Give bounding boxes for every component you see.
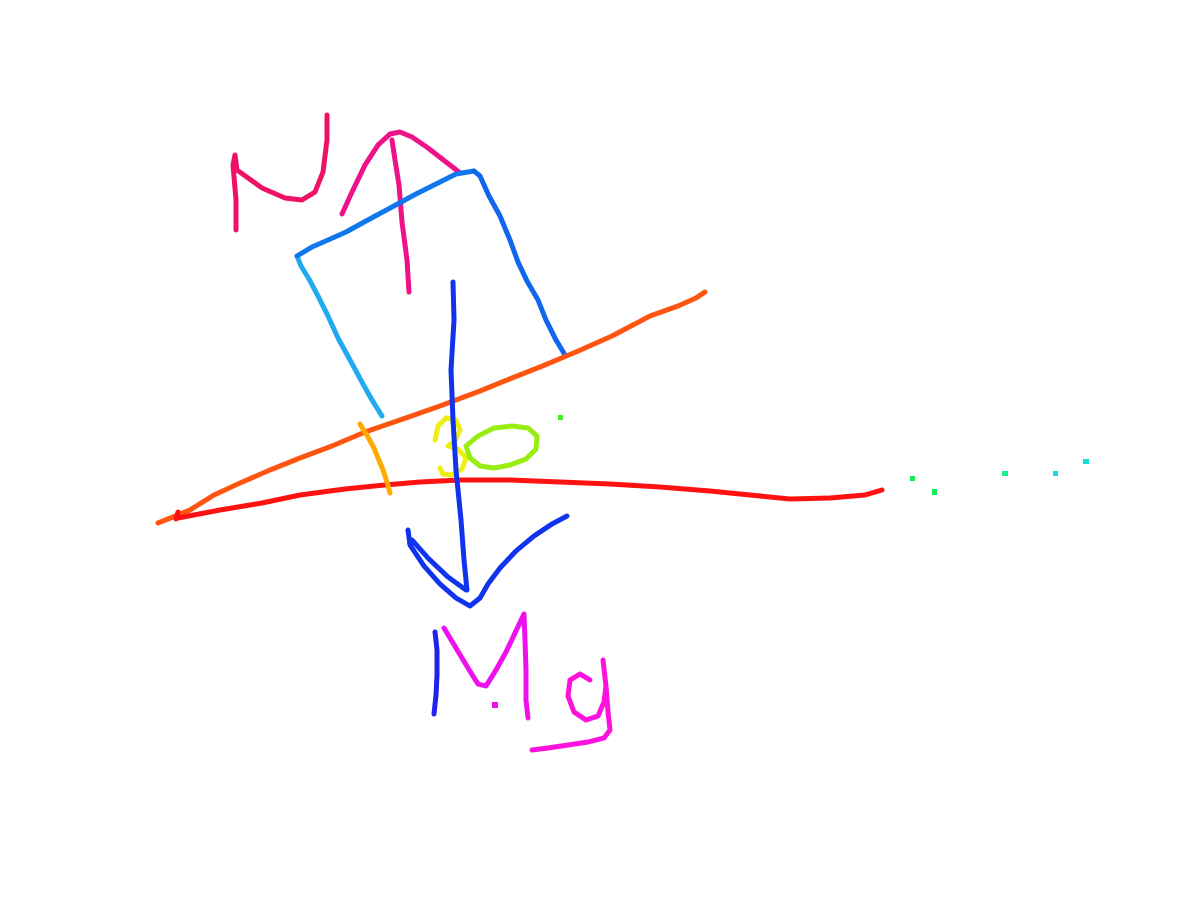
incline-line xyxy=(155,289,708,526)
block-outline xyxy=(294,168,568,419)
dot-1 xyxy=(910,476,915,481)
angle-arc xyxy=(357,421,393,496)
dot-6 xyxy=(558,415,563,420)
angle-digit-zero xyxy=(463,423,540,471)
angle-label xyxy=(432,415,540,478)
dot-3 xyxy=(1002,471,1008,476)
normal-arrowhead xyxy=(339,129,462,217)
weight-arrowhead xyxy=(405,513,570,609)
normal-label-n xyxy=(230,112,330,233)
dot-4 xyxy=(1053,471,1058,476)
weight-label-g xyxy=(529,657,613,753)
dot-2 xyxy=(932,489,937,495)
angle-digit-three xyxy=(432,415,469,478)
ground-line xyxy=(173,477,885,522)
weight-label-dot xyxy=(492,702,498,708)
weight-label xyxy=(431,611,613,753)
weight-arrowhead-inner xyxy=(409,537,469,593)
block-top-side xyxy=(294,168,477,259)
block-left-side xyxy=(294,253,385,419)
normal-force-label xyxy=(230,112,330,233)
dotted-continuation xyxy=(558,415,1089,495)
weight-label-m-stem xyxy=(431,629,440,717)
block-right-side xyxy=(471,168,568,358)
dot-5 xyxy=(1083,459,1089,464)
weight-arrow-shaft xyxy=(448,279,470,593)
weight-label-m xyxy=(441,611,531,721)
weight-arrow xyxy=(405,279,570,609)
